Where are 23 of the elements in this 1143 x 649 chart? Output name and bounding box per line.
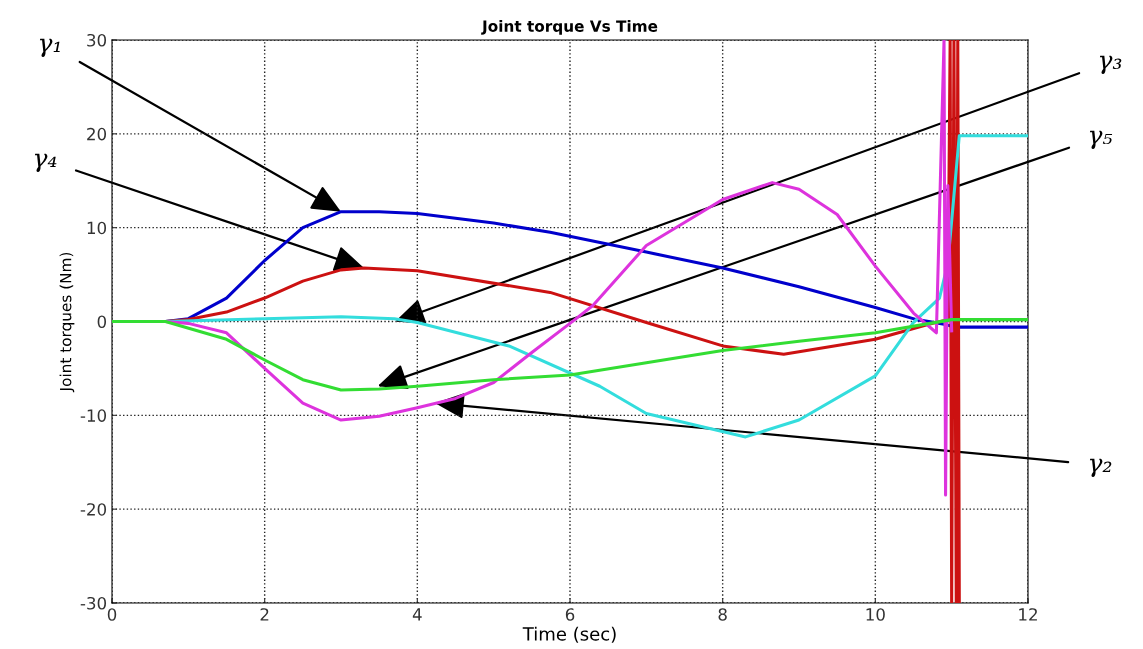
x-tick-label: 2 [260, 608, 269, 621]
y-tick-label: 10 [87, 221, 107, 235]
y-tick-label: 20 [87, 127, 107, 141]
annotation: γ₂ [1089, 458, 1112, 478]
x-tick-label: 4 [412, 608, 422, 621]
annotation: γ₃ [1099, 55, 1122, 75]
line-series [112, 318, 1028, 392]
y-tick-label: -10 [80, 409, 107, 422]
annotation: γ₁ [39, 38, 60, 58]
y-axis-title: Joint torques (Nm) [59, 252, 75, 393]
chart-title: Joint torque Vs Time [481, 20, 658, 35]
x-tick-label: 10 [866, 608, 885, 621]
x-tick-label: 6 [565, 608, 575, 621]
y-tick-label: -20 [80, 503, 107, 516]
annotation: γ₄ [34, 153, 57, 173]
x-tick-label: 12 [1019, 608, 1037, 621]
x-tick-label: 8 [718, 608, 727, 621]
x-tick-label: 0 [107, 608, 117, 621]
annotation: γ₅ [1089, 130, 1113, 150]
y-tick-label: -30 [80, 596, 107, 610]
x-axis-title: Time (sec) [522, 626, 616, 643]
y-tick-label: 30 [87, 33, 107, 47]
y-tick-label: 0 [97, 315, 107, 329]
